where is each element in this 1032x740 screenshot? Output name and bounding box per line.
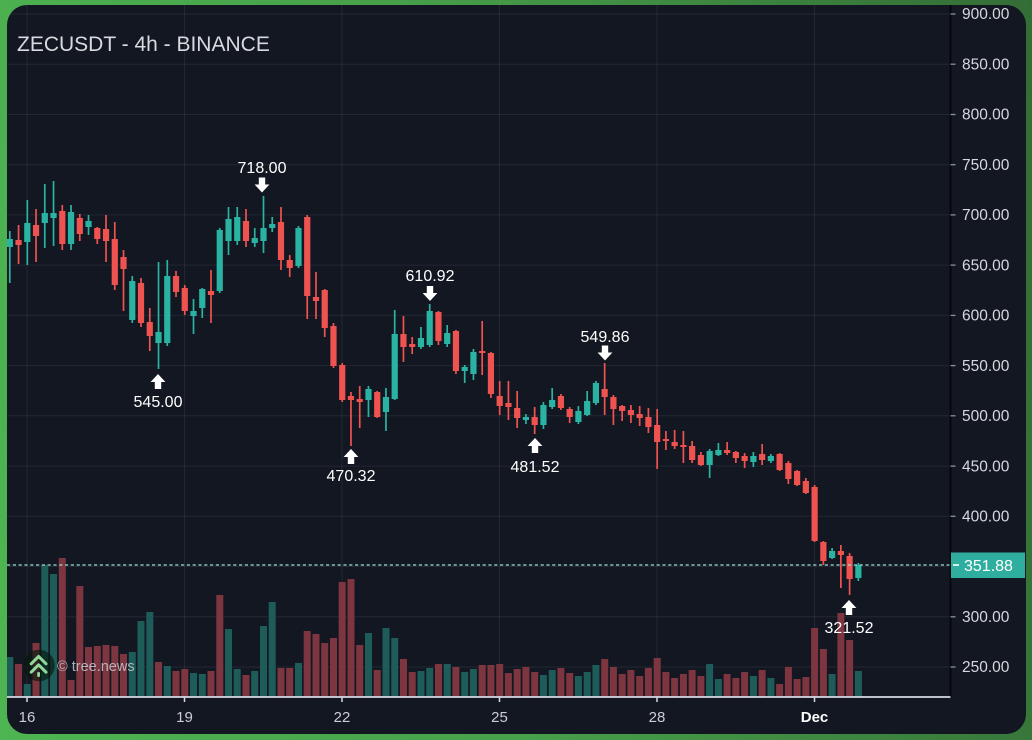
svg-text:321.52: 321.52 xyxy=(825,620,874,637)
svg-text:718.00: 718.00 xyxy=(238,160,287,177)
svg-text:470.32: 470.32 xyxy=(327,468,376,485)
svg-text:900.00: 900.00 xyxy=(962,6,1010,23)
svg-text:351.88: 351.88 xyxy=(964,558,1013,575)
svg-text:Dec: Dec xyxy=(801,709,829,726)
svg-text:750.00: 750.00 xyxy=(962,157,1010,174)
svg-text:28: 28 xyxy=(649,709,666,726)
svg-text:450.00: 450.00 xyxy=(962,458,1010,475)
svg-text:700.00: 700.00 xyxy=(962,207,1010,224)
svg-text:25: 25 xyxy=(491,709,508,726)
svg-text:250.00: 250.00 xyxy=(962,659,1010,676)
svg-text:610.92: 610.92 xyxy=(406,268,455,285)
svg-text:400.00: 400.00 xyxy=(962,509,1010,526)
svg-text:500.00: 500.00 xyxy=(962,408,1010,425)
svg-text:550.00: 550.00 xyxy=(962,358,1010,375)
svg-text:545.00: 545.00 xyxy=(134,394,183,411)
svg-text:549.86: 549.86 xyxy=(581,329,630,346)
svg-text:© tree.news: © tree.news xyxy=(57,659,135,675)
svg-text:300.00: 300.00 xyxy=(962,609,1010,626)
svg-text:16: 16 xyxy=(19,709,36,726)
svg-text:650.00: 650.00 xyxy=(962,257,1010,274)
svg-text:481.52: 481.52 xyxy=(511,459,560,476)
svg-text:600.00: 600.00 xyxy=(962,308,1010,325)
svg-text:850.00: 850.00 xyxy=(962,56,1010,73)
svg-text:22: 22 xyxy=(334,709,351,726)
svg-text:ZECUSDT - 4h - BINANCE: ZECUSDT - 4h - BINANCE xyxy=(17,33,270,56)
svg-text:800.00: 800.00 xyxy=(962,107,1010,124)
svg-text:19: 19 xyxy=(176,709,193,726)
